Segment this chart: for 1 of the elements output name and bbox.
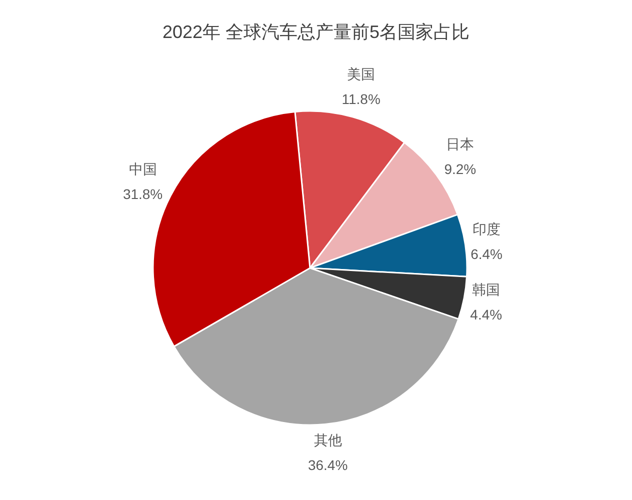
title: 2022年 全球汽车总产量前5名国家占比 bbox=[162, 22, 470, 42]
